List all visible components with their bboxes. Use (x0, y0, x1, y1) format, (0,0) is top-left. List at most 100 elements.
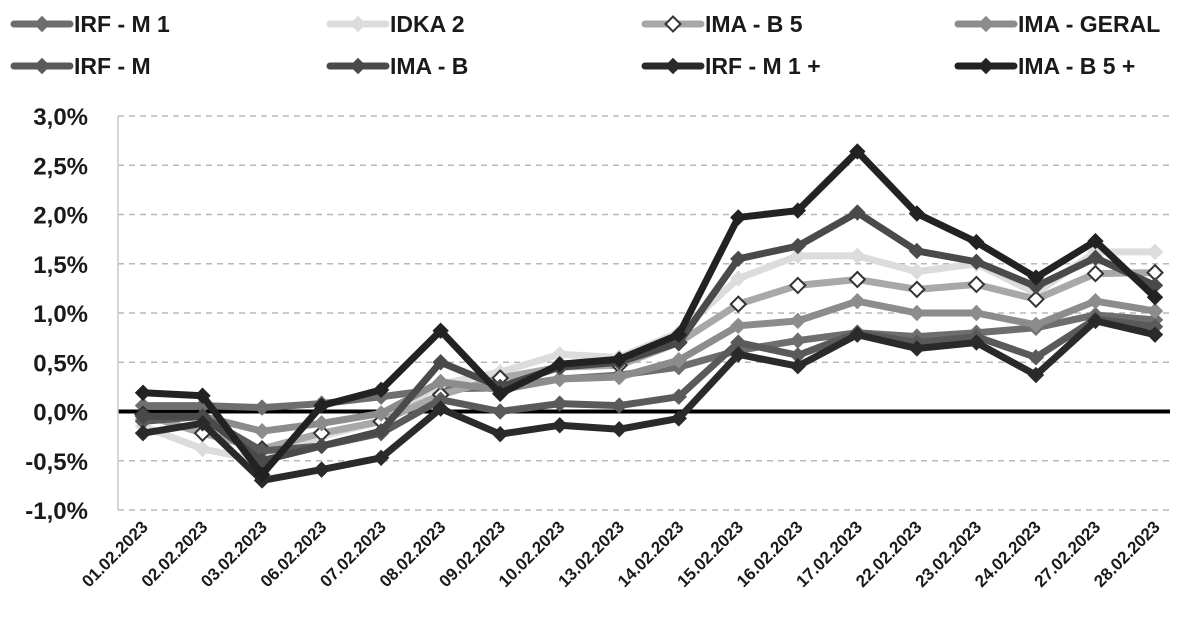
data-point (1027, 349, 1045, 366)
data-point (253, 399, 271, 416)
legend-marker (664, 15, 682, 33)
legend-marker (977, 15, 995, 33)
legend-label: IDKA 2 (390, 11, 465, 37)
data-point (729, 295, 748, 314)
legend-label: IMA - GERAL (1018, 11, 1160, 37)
legend-marker (349, 57, 367, 75)
data-point (1146, 326, 1164, 343)
series-line (139, 297, 1159, 435)
data-point (551, 370, 568, 388)
legend-marker (349, 15, 367, 33)
data-point (313, 415, 330, 432)
legend-marker (33, 57, 51, 75)
data-point (611, 397, 628, 414)
data-point (1087, 249, 1104, 267)
y-tick-label: 1,0% (33, 301, 88, 328)
y-tick-label: 1,5% (33, 252, 88, 279)
x-axis: 01.02.202302.02.202303.02.202306.02.2023… (78, 517, 1164, 591)
series-ima-geral (134, 292, 1164, 440)
data-point (194, 415, 211, 432)
data-point (134, 384, 152, 401)
series-line (139, 317, 1159, 484)
y-tick-label: 2,5% (33, 153, 88, 180)
data-point (372, 449, 390, 467)
legend-marker (664, 57, 682, 75)
y-axis: 3,0% 2,5% 2,0% 1,5% 1,0% 0,5% 0,0% -0,5% -1,0% (25, 104, 119, 525)
data-point (849, 292, 866, 310)
data-point (1027, 316, 1045, 334)
data-point (253, 422, 271, 440)
data-point (789, 247, 807, 265)
data-point (432, 322, 449, 339)
data-point (372, 381, 390, 399)
y-tick-label: -1,0% (25, 498, 88, 525)
data-point (253, 466, 271, 483)
legend-label: IRF - M 1 + (705, 53, 821, 79)
chart-legend: IRF - M 1 IDKA 2 IMA - B 5 IMA - GERAL IRF -… (10, 11, 1160, 79)
y-tick-label: 0,5% (33, 350, 88, 377)
data-point (432, 373, 449, 391)
data-point (491, 385, 509, 402)
data-point (849, 204, 866, 221)
legend-label: IMA - B (390, 53, 468, 79)
legend-item: IMA - B 5 + (954, 53, 1135, 79)
data-point (1087, 292, 1104, 310)
data-point (730, 270, 747, 287)
legend-label: IRF - M 1 (74, 11, 170, 37)
data-point (730, 346, 747, 363)
data-point (491, 425, 509, 443)
data-point (551, 395, 568, 412)
series-group (134, 143, 1164, 489)
series-line (139, 315, 1159, 455)
data-point (730, 250, 747, 268)
data-point (670, 388, 687, 405)
data-point (730, 209, 747, 226)
data-point (789, 202, 807, 219)
legend-item: IMA - B 5 (641, 11, 803, 37)
data-point (432, 400, 449, 417)
data-point (849, 326, 866, 343)
data-point (789, 237, 807, 255)
legend-label: IRF - M (74, 53, 151, 79)
data-point (551, 417, 568, 434)
data-point (313, 397, 330, 414)
data-point (1146, 302, 1164, 320)
data-point (1027, 269, 1045, 286)
data-point (1027, 278, 1045, 295)
data-point (1146, 289, 1164, 306)
data-point (968, 253, 985, 270)
data-point (1086, 264, 1105, 283)
data-point (968, 334, 985, 351)
legend-item: IRF - M (10, 53, 151, 79)
data-point (968, 233, 985, 251)
data-point (372, 405, 390, 422)
legend-item: IDKA 2 (326, 11, 465, 37)
data-point (789, 312, 807, 330)
data-point (849, 143, 866, 160)
y-tick-label: 3,0% (33, 104, 88, 131)
data-point (908, 340, 926, 357)
data-point (789, 332, 807, 349)
data-point (134, 408, 152, 425)
data-point (670, 352, 687, 369)
data-point (967, 275, 986, 294)
legend-label: IMA - B 5 (705, 11, 803, 37)
series-ima-b-5 (134, 143, 1164, 483)
legend-item: IRF - M 1 (10, 11, 170, 37)
data-point (789, 357, 807, 375)
series-irf-m-1 (134, 312, 1164, 489)
data-point (1146, 243, 1164, 261)
data-point (907, 280, 926, 299)
data-point (611, 368, 628, 386)
data-point (730, 317, 747, 335)
data-point (611, 421, 628, 438)
data-point (848, 270, 867, 289)
data-point (849, 247, 866, 265)
data-point (134, 424, 152, 442)
data-point (313, 461, 330, 478)
data-point (372, 422, 390, 440)
legend-item: IMA - B (326, 53, 468, 79)
legend-label: IMA - B 5 + (1018, 53, 1135, 79)
data-point (313, 437, 330, 455)
data-point (1027, 366, 1045, 384)
